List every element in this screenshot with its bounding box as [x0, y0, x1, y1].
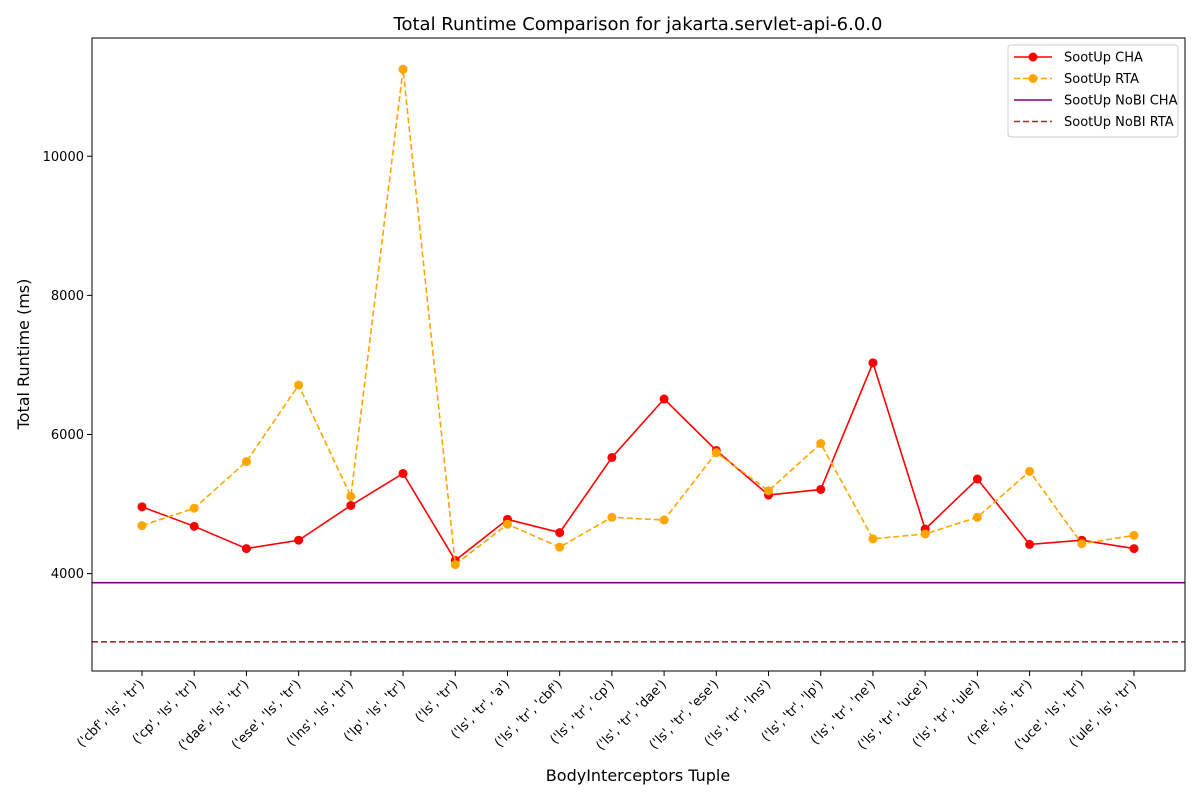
plot-frame [91, 37, 1186, 672]
series-1-point-18 [1077, 539, 1087, 549]
legend-label-2: SootUp NoBI CHA [1064, 94, 1178, 109]
y-tick-label-3: 10000 [43, 150, 84, 165]
series-0-point-10 [659, 394, 669, 404]
series-0-point-14 [868, 358, 878, 368]
legend-box [1007, 44, 1179, 138]
series-1-point-15 [920, 529, 930, 539]
series-1-point-0 [137, 521, 147, 531]
series-1-point-16 [972, 512, 982, 522]
series-0-point-0 [137, 502, 147, 512]
series-1-point-6 [450, 560, 460, 570]
series-0-point-2 [241, 544, 251, 554]
series-1-point-4 [346, 491, 356, 501]
series-line-1 [141, 69, 1135, 567]
x-axis-label: BodyInterceptors Tuple [546, 766, 730, 785]
series-1-point-19 [1129, 530, 1139, 540]
series-1-point-7 [502, 519, 512, 529]
series-1-point-5 [398, 64, 408, 74]
series-line-0 [141, 360, 1135, 562]
series-0-point-1 [189, 521, 199, 531]
legend-marker-0 [1028, 52, 1038, 62]
y-tick-label-1: 6000 [51, 428, 84, 443]
series-0-point-9 [607, 452, 617, 462]
series-0-point-17 [1025, 539, 1035, 549]
legend-label-0: SootUp CHA [1064, 51, 1143, 66]
series-0-point-5 [398, 468, 408, 478]
series-0-point-8 [555, 528, 565, 538]
series-0-point-16 [972, 474, 982, 484]
series-1-point-1 [189, 503, 199, 513]
series-1-point-10 [659, 515, 669, 525]
legend-label-1: SootUp RTA [1064, 72, 1139, 87]
series-1-point-3 [294, 380, 304, 390]
series-1-point-17 [1025, 466, 1035, 476]
series-1-point-11 [711, 448, 721, 458]
legend-marker-1 [1028, 74, 1038, 83]
series-1-point-8 [555, 542, 565, 552]
chart-title: Total Runtime Comparison for jakarta.ser… [393, 14, 883, 35]
series-1-point-9 [607, 512, 617, 522]
series-0-point-4 [346, 500, 356, 510]
series-1-point-2 [241, 457, 251, 467]
y-tick-label-0: 4000 [51, 567, 84, 582]
series-0-point-19 [1129, 544, 1139, 554]
series-0-point-3 [294, 535, 304, 545]
series-0-point-13 [816, 484, 826, 494]
y-axis: 4000 6000 8000 10000 [43, 150, 92, 582]
y-axis-label: Total Runtime (ms) [14, 279, 33, 431]
plot-area [92, 64, 1185, 643]
legend-label-3: SootUp NoBI RTA [1064, 115, 1174, 130]
series-1-point-13 [816, 439, 826, 449]
legend: SootUp CHA SootUp RTA SootUp NoBI CHA SootU… [1007, 44, 1179, 138]
series-1-point-12 [764, 486, 774, 496]
y-tick-label-2: 8000 [51, 289, 84, 304]
series-1-point-14 [868, 534, 878, 544]
